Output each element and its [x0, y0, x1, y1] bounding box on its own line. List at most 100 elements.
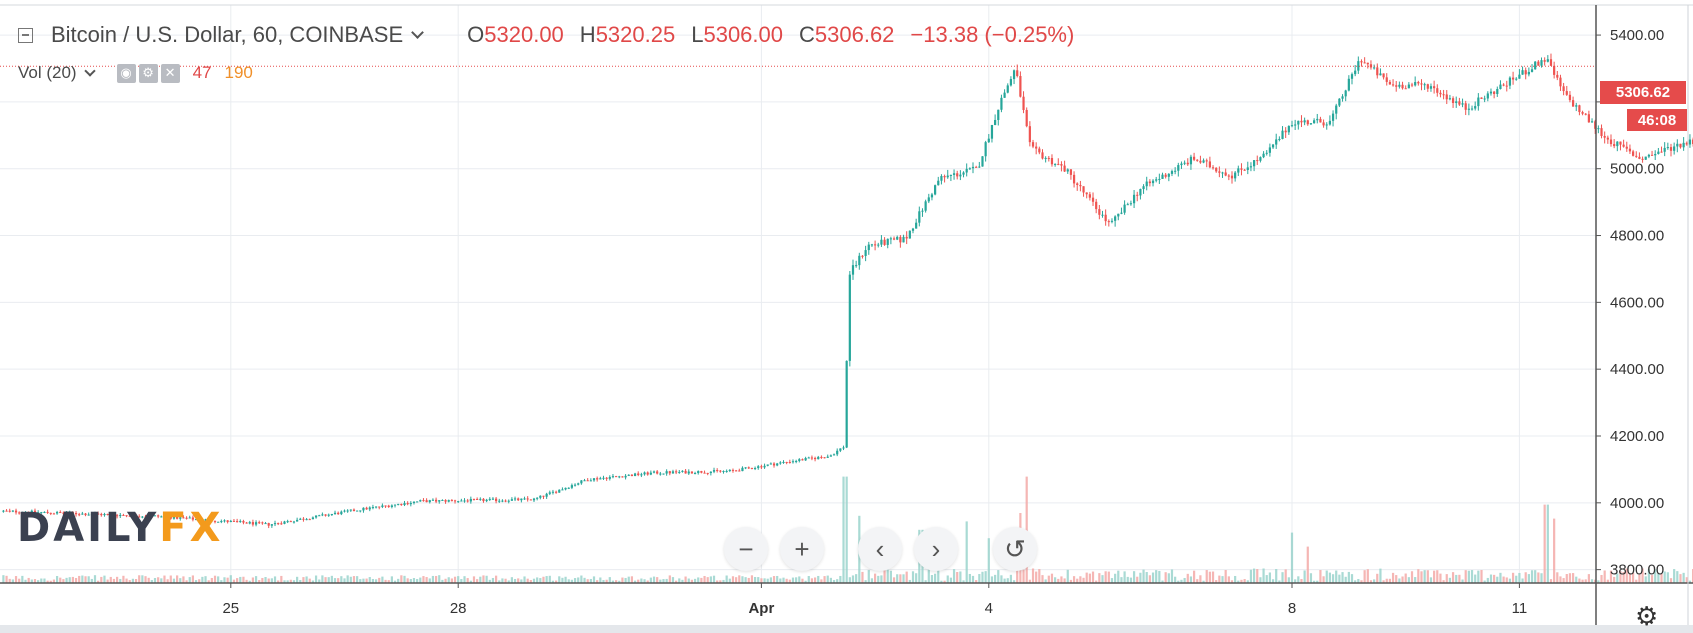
volume-bar [678, 578, 681, 583]
volume-bar [1556, 572, 1559, 583]
chevron-down-icon[interactable] [411, 25, 425, 39]
volume-bar [1461, 579, 1464, 583]
zoom-out-button[interactable]: − [724, 527, 768, 571]
volume-bar [788, 579, 791, 583]
candle-body [769, 463, 772, 465]
candle-body [921, 210, 924, 212]
candle-body [956, 173, 959, 177]
candle-body [1132, 194, 1136, 204]
open-label: O [467, 22, 485, 47]
candle-body [649, 472, 652, 475]
candle-body [1174, 170, 1177, 172]
candle-body [1391, 84, 1395, 86]
volume-bar [387, 580, 390, 583]
eye-icon[interactable]: ◉ [116, 63, 136, 83]
candle-body [994, 119, 997, 125]
volume-bar [766, 578, 769, 583]
volume-bar [1218, 575, 1221, 583]
candle-body [716, 470, 719, 472]
volume-bar [5, 575, 8, 583]
chevron-down-icon[interactable] [83, 64, 96, 77]
candle-body [1252, 160, 1256, 167]
volume-bar [242, 576, 245, 583]
volume-bar [529, 580, 532, 583]
candle-body [624, 475, 627, 478]
candle-body [491, 498, 495, 500]
candle-body [1553, 65, 1556, 75]
candle-body [1047, 157, 1050, 159]
volume-bar [1271, 579, 1275, 583]
candle-body [1382, 73, 1385, 78]
candle-body [750, 467, 754, 469]
volume-bar [340, 576, 343, 583]
volume-bar [507, 580, 510, 583]
candle-body [1455, 101, 1458, 104]
candle-body [1316, 118, 1319, 121]
volume-bar [1385, 578, 1388, 583]
volume-bar [548, 575, 551, 583]
volume-bar [1290, 532, 1294, 583]
price-candles [2, 53, 1693, 529]
volume-bar [112, 578, 116, 583]
candle-body [987, 138, 990, 143]
collapse-icon[interactable] [18, 27, 33, 43]
volume-bar [946, 575, 949, 583]
volume-bar [8, 578, 11, 583]
candle-body [949, 174, 953, 176]
volume-bar [842, 476, 845, 583]
candle-body [1085, 192, 1088, 195]
candle-body [924, 201, 927, 211]
candle-body [1335, 105, 1338, 114]
candle-body [1688, 139, 1692, 145]
candle-body [1237, 168, 1240, 173]
volume-bar [1215, 580, 1218, 583]
candle-body [984, 142, 987, 157]
volume-bar [750, 575, 754, 583]
reset-button[interactable]: ↺ [993, 527, 1037, 571]
settings-gear-icon[interactable]: ⚙ [1635, 601, 1659, 631]
volume-bar [1606, 579, 1609, 583]
volume-bar [782, 577, 785, 583]
candle-body [1600, 128, 1603, 136]
candle-body [343, 510, 346, 512]
volume-bar [1035, 571, 1038, 583]
candle-body [1650, 154, 1654, 156]
scroll-left-button[interactable]: ‹ [858, 527, 902, 571]
candle-body [393, 504, 397, 506]
volume-label[interactable]: Vol (20) [18, 63, 77, 82]
candle-body [1240, 168, 1243, 170]
candle-body [1006, 85, 1009, 93]
zoom-in-button[interactable]: + [780, 527, 824, 571]
volume-bar [1382, 580, 1385, 583]
volume-bar [62, 579, 65, 583]
volume-bar [870, 578, 874, 583]
candle-body [1271, 144, 1275, 148]
volume-bar [532, 578, 536, 583]
candle-body [1575, 105, 1578, 107]
candle-body [1578, 105, 1581, 113]
candle-body [693, 473, 697, 475]
volume-bar [1685, 577, 1688, 583]
symbol-title[interactable]: Bitcoin / U.S. Dollar, 60, COINBASE [51, 22, 404, 47]
scroll-right-button[interactable]: › [914, 527, 958, 571]
candle-body [1155, 179, 1158, 181]
volume-bar [273, 576, 277, 583]
candle-body [605, 477, 608, 479]
candle-body [176, 516, 179, 519]
close-icon[interactable]: ✕ [160, 63, 180, 83]
candle-body [633, 473, 637, 477]
gear-icon[interactable]: ⚙ [138, 63, 158, 83]
volume-bar [1458, 574, 1461, 583]
volume-bar [1410, 571, 1414, 583]
candle-body [1031, 142, 1035, 147]
candle-body [539, 495, 542, 498]
volume-bar [1376, 573, 1379, 583]
candle-body [62, 512, 65, 514]
volume-bar [621, 577, 624, 583]
candle-body [832, 454, 836, 456]
volume-bar [504, 578, 507, 583]
candle-body [997, 109, 1000, 120]
candle-body [302, 518, 305, 520]
volume-bar [763, 578, 766, 583]
